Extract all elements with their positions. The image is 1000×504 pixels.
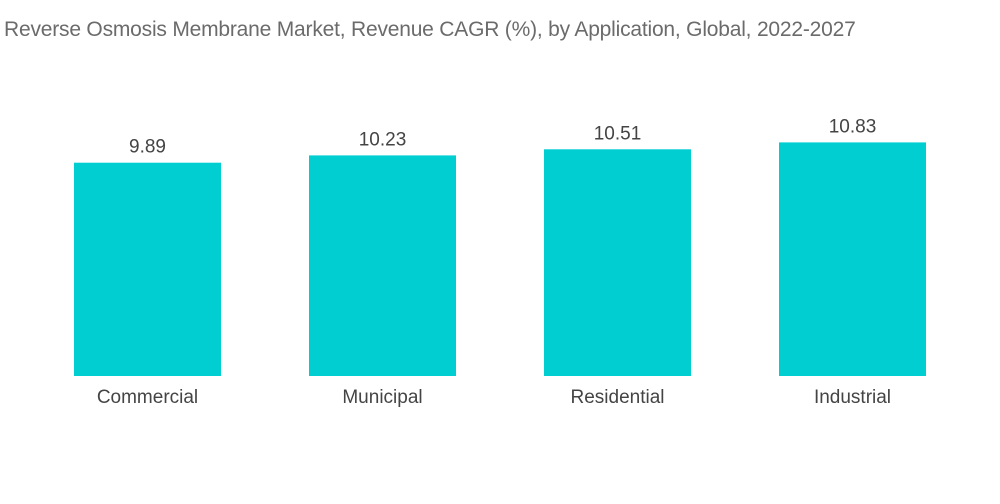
- category-label-residential: Residential: [571, 387, 665, 408]
- bar-industrial: [779, 142, 926, 376]
- bar-municipal: [309, 155, 456, 376]
- category-label-commercial: Commercial: [97, 387, 198, 408]
- labels-layer: 9.89 Commercial 10.23 Municipal 10.51 Residen…: [97, 116, 891, 408]
- bar-residential: [544, 149, 691, 376]
- category-label-industrial: Industrial: [814, 387, 891, 408]
- value-label-commercial: 9.89: [129, 137, 166, 158]
- bars-layer: [74, 142, 926, 376]
- chart-title: Reverse Osmosis Membrane Market, Revenue…: [4, 18, 856, 41]
- value-label-residential: 10.51: [594, 123, 642, 144]
- bar-commercial: [74, 162, 221, 376]
- value-label-municipal: 10.23: [359, 129, 407, 150]
- category-label-municipal: Municipal: [342, 387, 422, 408]
- value-label-industrial: 10.83: [829, 116, 877, 137]
